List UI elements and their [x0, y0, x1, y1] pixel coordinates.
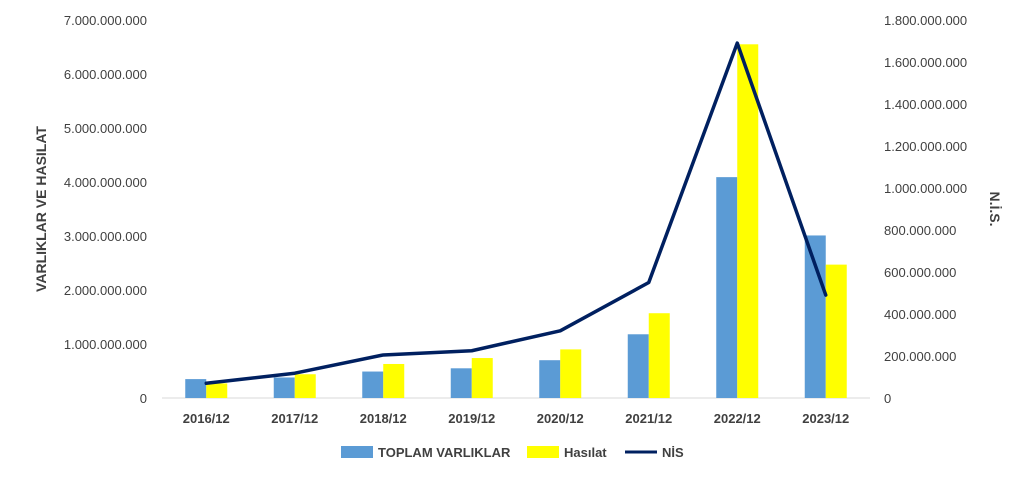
bar-revenue	[206, 383, 228, 398]
y-tick-label: 0	[140, 391, 147, 406]
legend-swatch-total-assets	[341, 446, 373, 458]
y2-tick-label: 1.200.000.000	[884, 139, 967, 154]
x-tick-label: 2020/12	[537, 411, 584, 426]
bar-total-assets	[450, 368, 472, 398]
legend-label-nis: NİS	[662, 445, 684, 460]
x-tick-label: 2022/12	[714, 411, 761, 426]
category-labels: 2016/12 2017/12 2018/12 2019/12 2020/12 2021/…	[183, 411, 850, 426]
legend-swatch-revenue	[527, 446, 559, 458]
bar-revenue	[471, 358, 493, 398]
bar-total-assets	[539, 360, 561, 398]
y2-tick-label: 0	[884, 391, 891, 406]
y-tick-label: 6.000.000.000	[64, 67, 147, 82]
bar-revenue	[737, 44, 759, 399]
bar-revenue	[383, 363, 405, 398]
right-axis-ticks: 0 200.000.000 400.000.000 600.000.000 800.00…	[884, 13, 967, 406]
y-axis-title: VARLIKLAR VE HASILAT	[33, 126, 49, 292]
y2-tick-label: 800.000.000	[884, 223, 956, 238]
y2-tick-label: 400.000.000	[884, 307, 956, 322]
y2-tick-label: 1.400.000.000	[884, 97, 967, 112]
y-tick-label: 4.000.000.000	[64, 175, 147, 190]
y2-tick-label: 200.000.000	[884, 349, 956, 364]
y-tick-label: 2.000.000.000	[64, 283, 147, 298]
line-series	[204, 41, 828, 386]
y2-tick-label: 1.600.000.000	[884, 55, 967, 70]
bar-revenue	[294, 374, 316, 398]
x-tick-label: 2021/12	[625, 411, 672, 426]
x-tick-label: 2017/12	[271, 411, 318, 426]
y2-tick-label: 600.000.000	[884, 265, 956, 280]
bar-total-assets	[185, 379, 207, 398]
left-axis-ticks: 0 1.000.000.000 2.000.000.000 3.000.000.000…	[64, 13, 147, 406]
bar-revenue	[648, 313, 670, 398]
y2-tick-label: 1.800.000.000	[884, 13, 967, 28]
x-tick-label: 2018/12	[360, 411, 407, 426]
y-tick-label: 5.000.000.000	[64, 121, 147, 136]
y-tick-label: 3.000.000.000	[64, 229, 147, 244]
bar-total-assets	[627, 334, 649, 398]
legend: TOPLAM VARLIKLAR Hasılat NİS	[341, 445, 684, 460]
x-tick-label: 2019/12	[448, 411, 495, 426]
bar-total-assets	[273, 377, 295, 398]
line-nis	[204, 41, 828, 386]
y2-axis-title: N.İ.S.	[987, 191, 1003, 226]
bar-total-assets	[716, 177, 738, 398]
y-tick-label: 1.000.000.000	[64, 337, 147, 352]
bar-revenue	[560, 349, 582, 398]
legend-label-total-assets: TOPLAM VARLIKLAR	[378, 445, 511, 460]
x-tick-label: 2016/12	[183, 411, 230, 426]
y2-tick-label: 1.000.000.000	[884, 181, 967, 196]
x-tick-label: 2023/12	[802, 411, 849, 426]
bar-revenue	[825, 264, 847, 398]
bar-total-assets	[804, 235, 826, 398]
legend-label-revenue: Hasılat	[564, 445, 607, 460]
y-tick-label: 7.000.000.000	[64, 13, 147, 28]
bar-total-assets	[362, 371, 384, 398]
